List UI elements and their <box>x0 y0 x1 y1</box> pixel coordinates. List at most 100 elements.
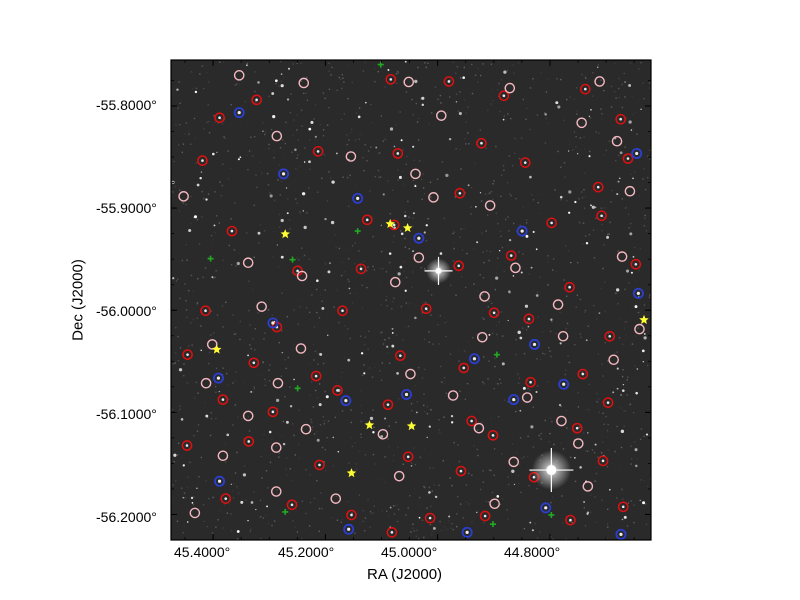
faint-star <box>630 129 633 131</box>
source-dot <box>390 531 394 534</box>
source-dot <box>350 513 353 517</box>
faint-star <box>380 435 384 439</box>
faint-star <box>375 146 378 149</box>
blue-circle-marker <box>516 225 528 237</box>
source-dot <box>271 321 275 325</box>
faint-star <box>331 180 335 184</box>
blue-circle-marker <box>558 378 570 390</box>
green-cross-marker <box>354 228 361 235</box>
faint-star <box>196 183 200 187</box>
faint-star <box>384 417 387 420</box>
source-dot <box>365 218 369 222</box>
faint-star <box>280 218 284 223</box>
catalog-markers <box>178 61 649 540</box>
faint-star <box>529 175 532 179</box>
red-circle-marker <box>386 526 398 538</box>
blue-circle-marker <box>632 287 644 299</box>
red-circle-marker <box>217 394 229 405</box>
source-dot <box>502 94 506 98</box>
faint-star <box>332 436 335 439</box>
faint-star <box>247 354 249 357</box>
faint-star <box>558 403 562 407</box>
source-dot <box>399 354 402 357</box>
faint-star <box>200 349 202 352</box>
source-dot <box>237 110 241 115</box>
faint-star <box>632 255 635 258</box>
source-dot <box>529 380 532 384</box>
faint-star <box>567 150 570 152</box>
faint-star <box>212 152 215 156</box>
x-tick-label: 45.2000° <box>278 544 335 560</box>
source-dot <box>619 532 623 536</box>
faint-star <box>303 225 307 230</box>
source-dot <box>218 116 221 120</box>
red-circle-marker <box>523 313 535 325</box>
pink-circle-marker <box>242 410 254 422</box>
faint-star <box>641 349 645 353</box>
pink-circle-marker <box>295 343 307 354</box>
pink-circle-marker <box>557 330 569 342</box>
source-dot <box>186 353 189 356</box>
source-dot <box>527 317 531 321</box>
red-circle-marker <box>615 113 627 125</box>
faint-star <box>410 464 413 467</box>
source-dot <box>316 150 320 153</box>
faint-star <box>591 205 595 209</box>
faint-star <box>399 265 403 269</box>
faint-star <box>636 368 639 370</box>
faint-star <box>616 387 619 390</box>
faint-star <box>418 516 421 519</box>
red-circle-marker <box>617 501 629 513</box>
y-axis-label: Dec (J2000) <box>69 259 87 341</box>
faint-star <box>269 194 273 198</box>
faint-star <box>404 289 407 292</box>
faint-star <box>598 312 601 315</box>
faint-star <box>594 206 597 209</box>
faint-star <box>643 336 647 340</box>
source-dot <box>608 334 612 338</box>
source-dot <box>584 87 587 91</box>
green-cross-marker <box>282 508 289 515</box>
faint-star <box>327 270 331 274</box>
red-circle-marker <box>443 76 455 87</box>
pink-circle-marker <box>403 76 415 88</box>
red-circle-marker <box>197 155 208 166</box>
faint-star <box>226 433 230 437</box>
faint-star <box>421 96 425 100</box>
faint-star <box>574 200 577 204</box>
source-dot <box>356 196 360 200</box>
faint-star <box>321 306 325 310</box>
faint-star <box>274 79 278 83</box>
x-tick-label: 44.8000° <box>504 544 561 560</box>
faint-star <box>186 521 189 523</box>
source-dot <box>217 479 222 483</box>
faint-star <box>182 464 185 467</box>
faint-star <box>414 316 417 320</box>
red-circle-marker <box>579 83 591 95</box>
faint-star <box>285 187 288 189</box>
faint-star <box>529 521 532 524</box>
faint-star <box>282 442 286 446</box>
source-dot <box>224 497 228 500</box>
faint-star <box>246 64 248 67</box>
faint-star <box>559 195 563 199</box>
faint-star <box>314 135 317 138</box>
source-dot <box>621 505 625 509</box>
sky-image-background <box>171 60 651 540</box>
faint-star <box>432 526 436 530</box>
faint-star <box>596 66 599 69</box>
red-circle-marker <box>498 90 510 102</box>
pink-circle-marker <box>405 368 416 380</box>
green-cross-marker <box>548 511 555 518</box>
source-dot <box>462 366 466 370</box>
pink-circle-marker <box>413 252 425 263</box>
blue-circle-marker <box>352 192 364 204</box>
faint-star <box>535 294 539 297</box>
faint-star <box>530 425 534 429</box>
faint-star <box>531 529 534 532</box>
source-dot <box>290 503 294 507</box>
faint-star <box>590 204 592 207</box>
pink-circle-marker <box>608 354 619 366</box>
faint-star <box>357 115 361 119</box>
pink-circle-marker <box>377 428 389 440</box>
